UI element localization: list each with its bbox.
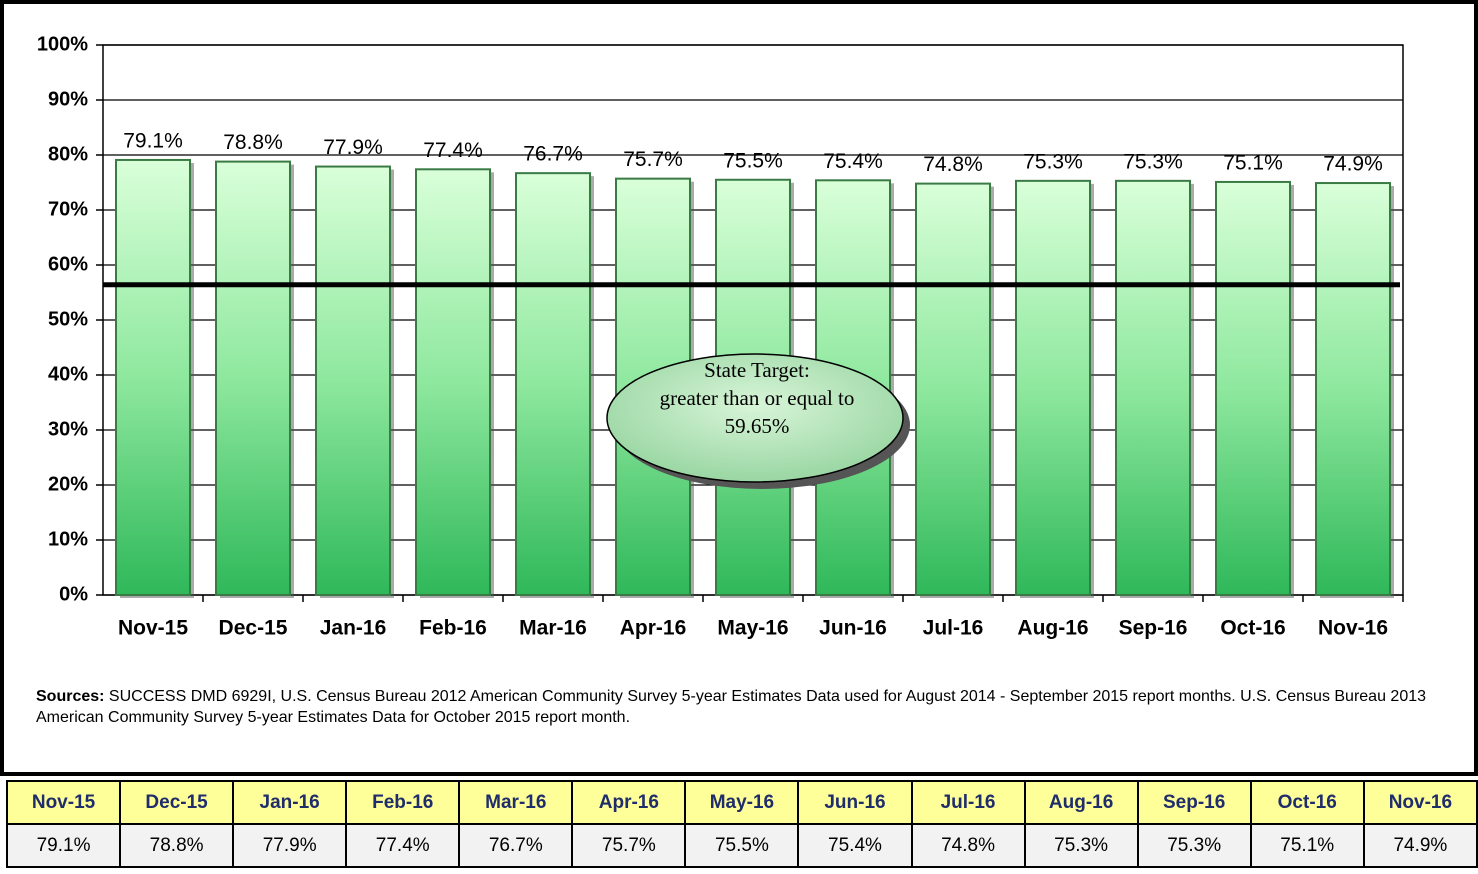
table-cell: Sep-16: [1136, 780, 1252, 825]
sources-text: SUCCESS DMD 6929I, U.S. Census Bureau 20…: [36, 688, 1427, 726]
y-tick-label: 0%: [59, 583, 88, 605]
annotation-text: State Target:: [704, 358, 810, 382]
bar: [215, 160, 291, 596]
table-cell: 75.5%: [684, 823, 800, 868]
y-tick-label: 80%: [48, 143, 88, 165]
value-label: 75.1%: [1223, 151, 1283, 174]
y-tick-label: 70%: [48, 198, 88, 220]
data-table: Nov-15 Dec-15 Jan-16 Feb-16 Mar-16 Apr-16 May-…: [5, 780, 1478, 868]
table-cell: Aug-16: [1023, 780, 1139, 825]
x-tick-label: Feb-16: [419, 617, 487, 640]
table-cell: Apr-16: [571, 780, 687, 825]
x-tick-label: Mar-16: [519, 617, 587, 640]
table-cell: 77.4%: [345, 823, 461, 868]
table-cell: 78.8%: [119, 823, 235, 868]
sources: Sources: SUCCESS DMD 6929I, U.S. Census …: [36, 686, 1456, 728]
bar: [1115, 179, 1191, 596]
table-cell: 74.8%: [910, 823, 1026, 868]
table-cell: 79.1%: [5, 823, 122, 868]
bar: [515, 172, 591, 596]
x-tick-label: Dec-15: [219, 617, 288, 640]
value-label: 77.4%: [423, 139, 483, 162]
value-label: 77.9%: [323, 136, 383, 159]
bar: [415, 168, 491, 597]
annotation-bubble: [606, 353, 904, 483]
annotation-text: greater than or equal to: [660, 386, 855, 410]
y-tick-label: 40%: [48, 363, 88, 385]
x-tick-label: Jul-16: [923, 617, 984, 640]
value-label: 74.8%: [923, 153, 983, 176]
bar: [915, 182, 991, 596]
table-cell: Nov-16: [1362, 780, 1478, 825]
x-tick-label: Jun-16: [819, 617, 887, 640]
table-cell: Jul-16: [910, 780, 1026, 825]
y-tick-label: 50%: [48, 308, 88, 330]
y-tick-label: 60%: [48, 253, 88, 275]
table-cell: Feb-16: [345, 780, 461, 825]
table-cell: 74.9%: [1362, 823, 1478, 868]
x-tick-label: Nov-15: [118, 617, 188, 640]
value-label: 75.4%: [823, 150, 883, 173]
table-cell: 75.3%: [1023, 823, 1139, 868]
y-tick-label: 100%: [37, 33, 88, 55]
annotation-text: 59.65%: [725, 414, 790, 438]
table-cell: Jun-16: [797, 780, 913, 825]
value-label: 74.9%: [1323, 153, 1383, 176]
x-tick-label: Aug-16: [1017, 617, 1088, 640]
table-cell: Mar-16: [458, 780, 574, 825]
x-tick-label: Sep-16: [1119, 617, 1188, 640]
bar: [115, 158, 191, 596]
x-tick-label: Nov-16: [1318, 617, 1388, 640]
sources-label: Sources:: [36, 688, 105, 705]
value-label: 75.3%: [1123, 150, 1183, 173]
y-tick-label: 10%: [48, 528, 88, 550]
table-cell: 77.9%: [232, 823, 348, 868]
table-cell: 75.4%: [797, 823, 913, 868]
bar: [1315, 182, 1391, 597]
bar: [1015, 179, 1091, 596]
chart: 0% 10% 20% 30% 40% 50% 60% 70% 80% 90% 100% Nov-15 7…: [37, 33, 1404, 640]
table-row: Nov-15 Dec-15 Jan-16 Feb-16 Mar-16 Apr-16 May-…: [5, 780, 1478, 825]
value-label: 76.7%: [523, 143, 583, 166]
x-tick-label: Apr-16: [620, 617, 687, 640]
y-tick-label: 30%: [48, 418, 88, 440]
table-cell: Nov-15: [5, 780, 122, 825]
x-tick-label: Oct-16: [1220, 617, 1285, 640]
table-cell: 75.1%: [1249, 823, 1365, 868]
value-label: 78.8%: [223, 131, 283, 154]
table-cell: Oct-16: [1249, 780, 1365, 825]
table-cell: 75.3%: [1136, 823, 1252, 868]
table-row: 79.1% 78.8% 77.9% 77.4% 76.7% 75.7% 75.5% 75.4%…: [5, 823, 1478, 868]
table-cell: 75.7%: [571, 823, 687, 868]
value-label: 75.3%: [1023, 150, 1083, 173]
value-label: 79.1%: [123, 129, 183, 152]
table-cell: May-16: [684, 780, 800, 825]
bar: [1215, 180, 1291, 596]
x-tick-label: May-16: [717, 617, 788, 640]
y-tick-label: 90%: [48, 88, 88, 110]
table-cell: Jan-16: [232, 780, 348, 825]
table-cell: 76.7%: [458, 823, 574, 868]
value-label: 75.5%: [723, 149, 783, 172]
value-label: 75.7%: [623, 148, 683, 171]
y-tick-label: 20%: [48, 473, 88, 495]
bar: [315, 165, 391, 597]
x-tick-label: Jan-16: [320, 617, 387, 640]
table-cell: Dec-15: [119, 780, 235, 825]
